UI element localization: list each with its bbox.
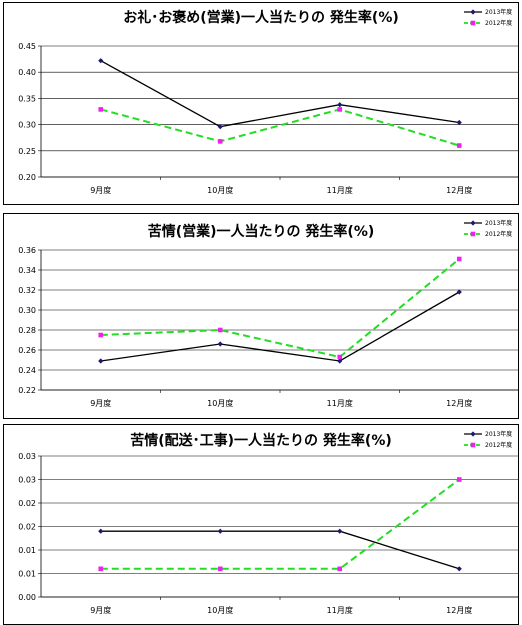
- chart-panel-complaints-delivery: 苦情(配送･工事)一人当たりの 発生率(%) 0.00 0.01 0.01 0.02 0.…: [3, 424, 519, 625]
- data-point-2012: [217, 139, 223, 144]
- x-tick-label: 12月度: [446, 185, 472, 195]
- y-tick-label: 0.24: [18, 366, 36, 375]
- y-tick-label: 0.36: [18, 246, 36, 255]
- legend-label: 2013年度: [485, 430, 512, 438]
- data-point-2012: [456, 256, 462, 262]
- x-tick-label: 11月度: [327, 398, 353, 408]
- data-point-2012: [217, 327, 223, 333]
- chart-svg: 苦情(配送･工事)一人当たりの 発生率(%) 0.00 0.01 0.01 0.02 0.…: [18, 430, 518, 615]
- data-point-2012: [456, 143, 462, 148]
- y-tick-label: 0.02: [18, 523, 36, 532]
- y-tick-label: 0.30: [18, 121, 36, 130]
- y-tick-label: 0.34: [18, 266, 36, 275]
- x-tick-label: 10月度: [207, 605, 233, 615]
- x-tick-label: 10月度: [207, 185, 233, 195]
- legend-label: 2013年度: [485, 219, 512, 227]
- data-point-2012: [98, 107, 104, 112]
- x-tick-label: 10月度: [207, 398, 233, 408]
- data-point-2012: [337, 566, 343, 572]
- legend-label: 2012年度: [485, 19, 512, 27]
- chart-panel-complaints-sales: 苦情(営業)一人当たりの 発生率(%) 0.22 0.24 0.26 0.28 0.30 0…: [3, 213, 519, 419]
- y-tick-label: 0.22: [18, 386, 36, 395]
- y-tick-label: 0.01: [18, 546, 36, 555]
- chart-title: 苦情(営業)一人当たりの 発生率(%): [148, 223, 375, 240]
- x-tick-label: 9月度: [90, 605, 111, 615]
- y-tick-label: 0.40: [18, 68, 36, 77]
- data-point-2013: [337, 358, 343, 364]
- legend-marker: [470, 20, 476, 26]
- data-point-2013: [456, 566, 462, 572]
- data-point-2013: [217, 528, 223, 534]
- y-tick-label: 0.32: [18, 286, 36, 295]
- data-point-2013: [456, 119, 462, 126]
- data-point-2012: [98, 566, 104, 572]
- x-tick-label: 12月度: [446, 398, 472, 408]
- series-line-2012: [100, 108, 460, 147]
- y-tick-label: 0.01: [18, 570, 36, 579]
- series-line-2013: [100, 60, 460, 128]
- legend-label: 2013年度: [485, 8, 512, 16]
- x-tick-label: 9月度: [90, 185, 111, 195]
- data-point-2013: [456, 289, 462, 295]
- x-tick-label: 12月度: [446, 605, 472, 615]
- legend-marker: [470, 9, 476, 15]
- x-tick-label: 11月度: [327, 185, 353, 195]
- data-point-2012: [217, 566, 223, 572]
- data-point-2013: [98, 358, 104, 364]
- y-tick-label: 0.30: [18, 306, 36, 315]
- chart-title: 苦情(配送･工事)一人当たりの 発生率(%): [130, 432, 392, 449]
- data-point-2012: [337, 107, 343, 112]
- chart-panel-compliments: お礼･お褒め(営業)一人当たりの 発生率(%) 0.20 0.25 0.30 0.35 0…: [3, 2, 519, 205]
- data-point-2013: [98, 58, 104, 64]
- chart-title: お礼･お褒め(営業)一人当たりの 発生率(%): [123, 9, 399, 26]
- data-point-2013: [337, 528, 343, 534]
- legend-marker: [470, 220, 476, 226]
- data-point-2013: [217, 124, 223, 130]
- x-tick-label: 9月度: [90, 398, 111, 408]
- y-tick-label: 0.02: [18, 499, 36, 508]
- data-point-2013: [98, 528, 104, 534]
- legend-label: 2012年度: [485, 230, 512, 238]
- y-tick-label: 0.25: [18, 147, 36, 156]
- series-line-2012: [100, 478, 460, 570]
- y-tick-label: 0.26: [18, 346, 36, 355]
- y-tick-label: 0.20: [18, 173, 36, 182]
- y-tick-label: 0.00: [18, 593, 36, 602]
- y-tick-label: 0.35: [18, 94, 36, 103]
- y-tick-label: 0.28: [18, 326, 36, 335]
- x-tick-label: 11月度: [327, 605, 353, 615]
- y-tick-label: 0.03: [18, 476, 36, 485]
- chart-svg: 苦情(営業)一人当たりの 発生率(%) 0.22 0.24 0.26 0.28 0.30 0…: [18, 219, 518, 408]
- chart-svg: お礼･お褒め(営業)一人当たりの 発生率(%) 0.20 0.25 0.30 0.35 0…: [18, 8, 518, 195]
- y-tick-label: 0.03: [18, 452, 36, 461]
- data-point-2012: [337, 354, 343, 360]
- data-point-2013: [217, 341, 223, 347]
- series-line-2012: [100, 258, 460, 359]
- legend-marker: [470, 431, 476, 437]
- series-line-2013: [100, 530, 460, 570]
- data-point-2013: [337, 102, 343, 108]
- y-tick-label: 0.45: [18, 42, 36, 51]
- legend-label: 2012年度: [485, 441, 512, 449]
- legend-marker: [470, 231, 476, 237]
- data-point-2012: [456, 477, 462, 482]
- legend-marker: [470, 442, 476, 448]
- series-line-2013: [100, 291, 460, 362]
- data-point-2012: [98, 332, 104, 338]
